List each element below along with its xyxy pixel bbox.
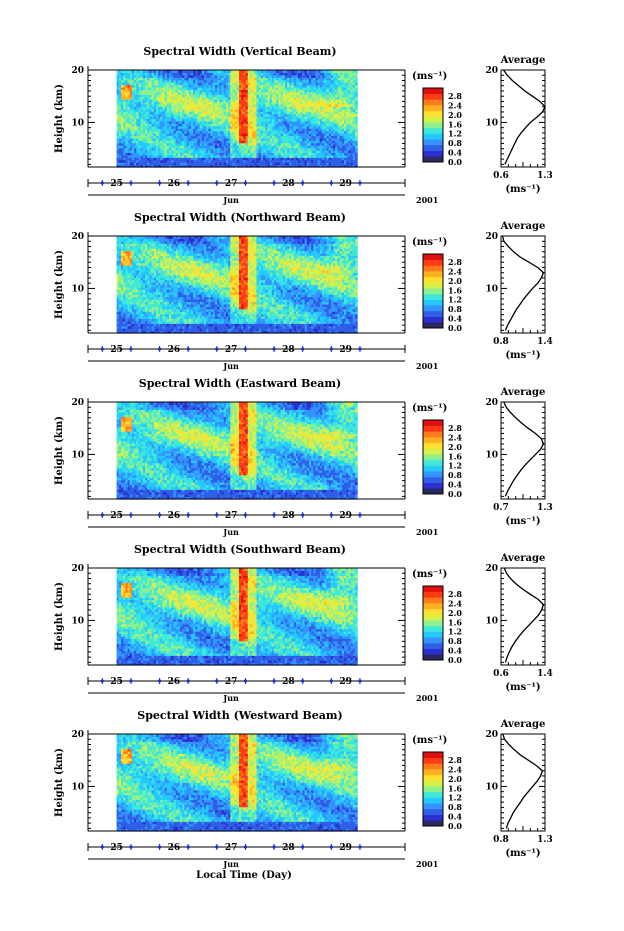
colorbar-swatch [423, 99, 443, 105]
colorbar-tick-label: 0.8 [448, 138, 462, 148]
average-panel: Average 10 20 0.6 1.3 (ms⁻¹) [485, 55, 552, 195]
x-minor-marker [158, 181, 161, 184]
colorbar: (ms⁻¹) 0.00.40.81.21.62.02.42.8 [412, 71, 462, 167]
colorbar-swatch [423, 94, 443, 100]
x-minor-marker [129, 181, 132, 184]
panel-1: Spectral Width (Vertical Beam) 10 20 Height… [54, 45, 553, 205]
x-tick-label: 28 [282, 179, 295, 189]
heatmap [117, 70, 358, 168]
colorbar-swatch [423, 128, 443, 134]
x-axis [88, 179, 405, 187]
x-minor-marker [272, 181, 275, 184]
colorbar-tick-label: 2.0 [448, 110, 462, 120]
x-tick-label: 27 [225, 179, 238, 189]
colorbar-swatch [423, 134, 443, 140]
year-label: 2001 [416, 195, 438, 205]
average-frame [501, 70, 545, 167]
x-tick-label: 26 [168, 179, 181, 189]
average-x-axis-label: (ms⁻¹) [505, 184, 540, 195]
colorbar-swatch [423, 122, 443, 128]
colorbar-swatch [423, 111, 443, 117]
colorbar-swatch [423, 117, 443, 123]
average-profile-line [504, 70, 546, 164]
x-minor-marker [215, 181, 218, 184]
heatmap [117, 236, 358, 334]
colorbar-swatch [423, 105, 443, 111]
colorbar-swatch [423, 151, 443, 157]
y-tick-label: 20 [71, 66, 84, 76]
colorbar-unit: (ms⁻¹) [412, 71, 447, 82]
average-title: Average [500, 55, 546, 66]
average-y-tick-label: 20 [485, 66, 498, 76]
x-minor-marker [244, 181, 247, 184]
colorbar-tick-label: 2.4 [448, 100, 462, 110]
x-minor-marker [301, 181, 304, 184]
colorbar-swatch [423, 156, 443, 162]
panel-title: Spectral Width (Northward Beam) [134, 211, 346, 224]
colorbar-tick-label: 1.6 [448, 119, 462, 129]
x-minor-marker [358, 181, 361, 184]
panel-title: Spectral Width (Vertical Beam) [143, 45, 336, 58]
colorbar-swatch [423, 88, 443, 94]
x-minor-marker [187, 181, 190, 184]
average-y-tick-label: 10 [485, 118, 498, 128]
x-month-label: Jun [222, 195, 239, 205]
x-minor-marker [330, 181, 333, 184]
panel-2: Spectral Width (Northward Beam)1020Heigh… [54, 211, 553, 371]
colorbar-tick-label: 2.8 [448, 91, 462, 101]
colorbar-tick-label: 1.2 [448, 129, 462, 139]
colorbar-swatch [423, 139, 443, 145]
average-x-tick-label: 0.6 [493, 171, 509, 181]
average-x-tick-label: 1.3 [537, 171, 553, 181]
x-minor-marker [101, 181, 104, 184]
panels: Spectral Width (Vertical Beam) 10 20 Height… [54, 45, 553, 869]
y-axis-label: Height (km) [54, 84, 65, 153]
y-tick-label: 10 [71, 118, 84, 128]
x-tick-label: 29 [339, 179, 352, 189]
colorbar-tick-label: 0.4 [448, 148, 462, 158]
x-tick-label: 25 [110, 179, 123, 189]
colorbar-tick-label: 0.0 [448, 157, 462, 167]
colorbar-swatch [423, 145, 443, 151]
